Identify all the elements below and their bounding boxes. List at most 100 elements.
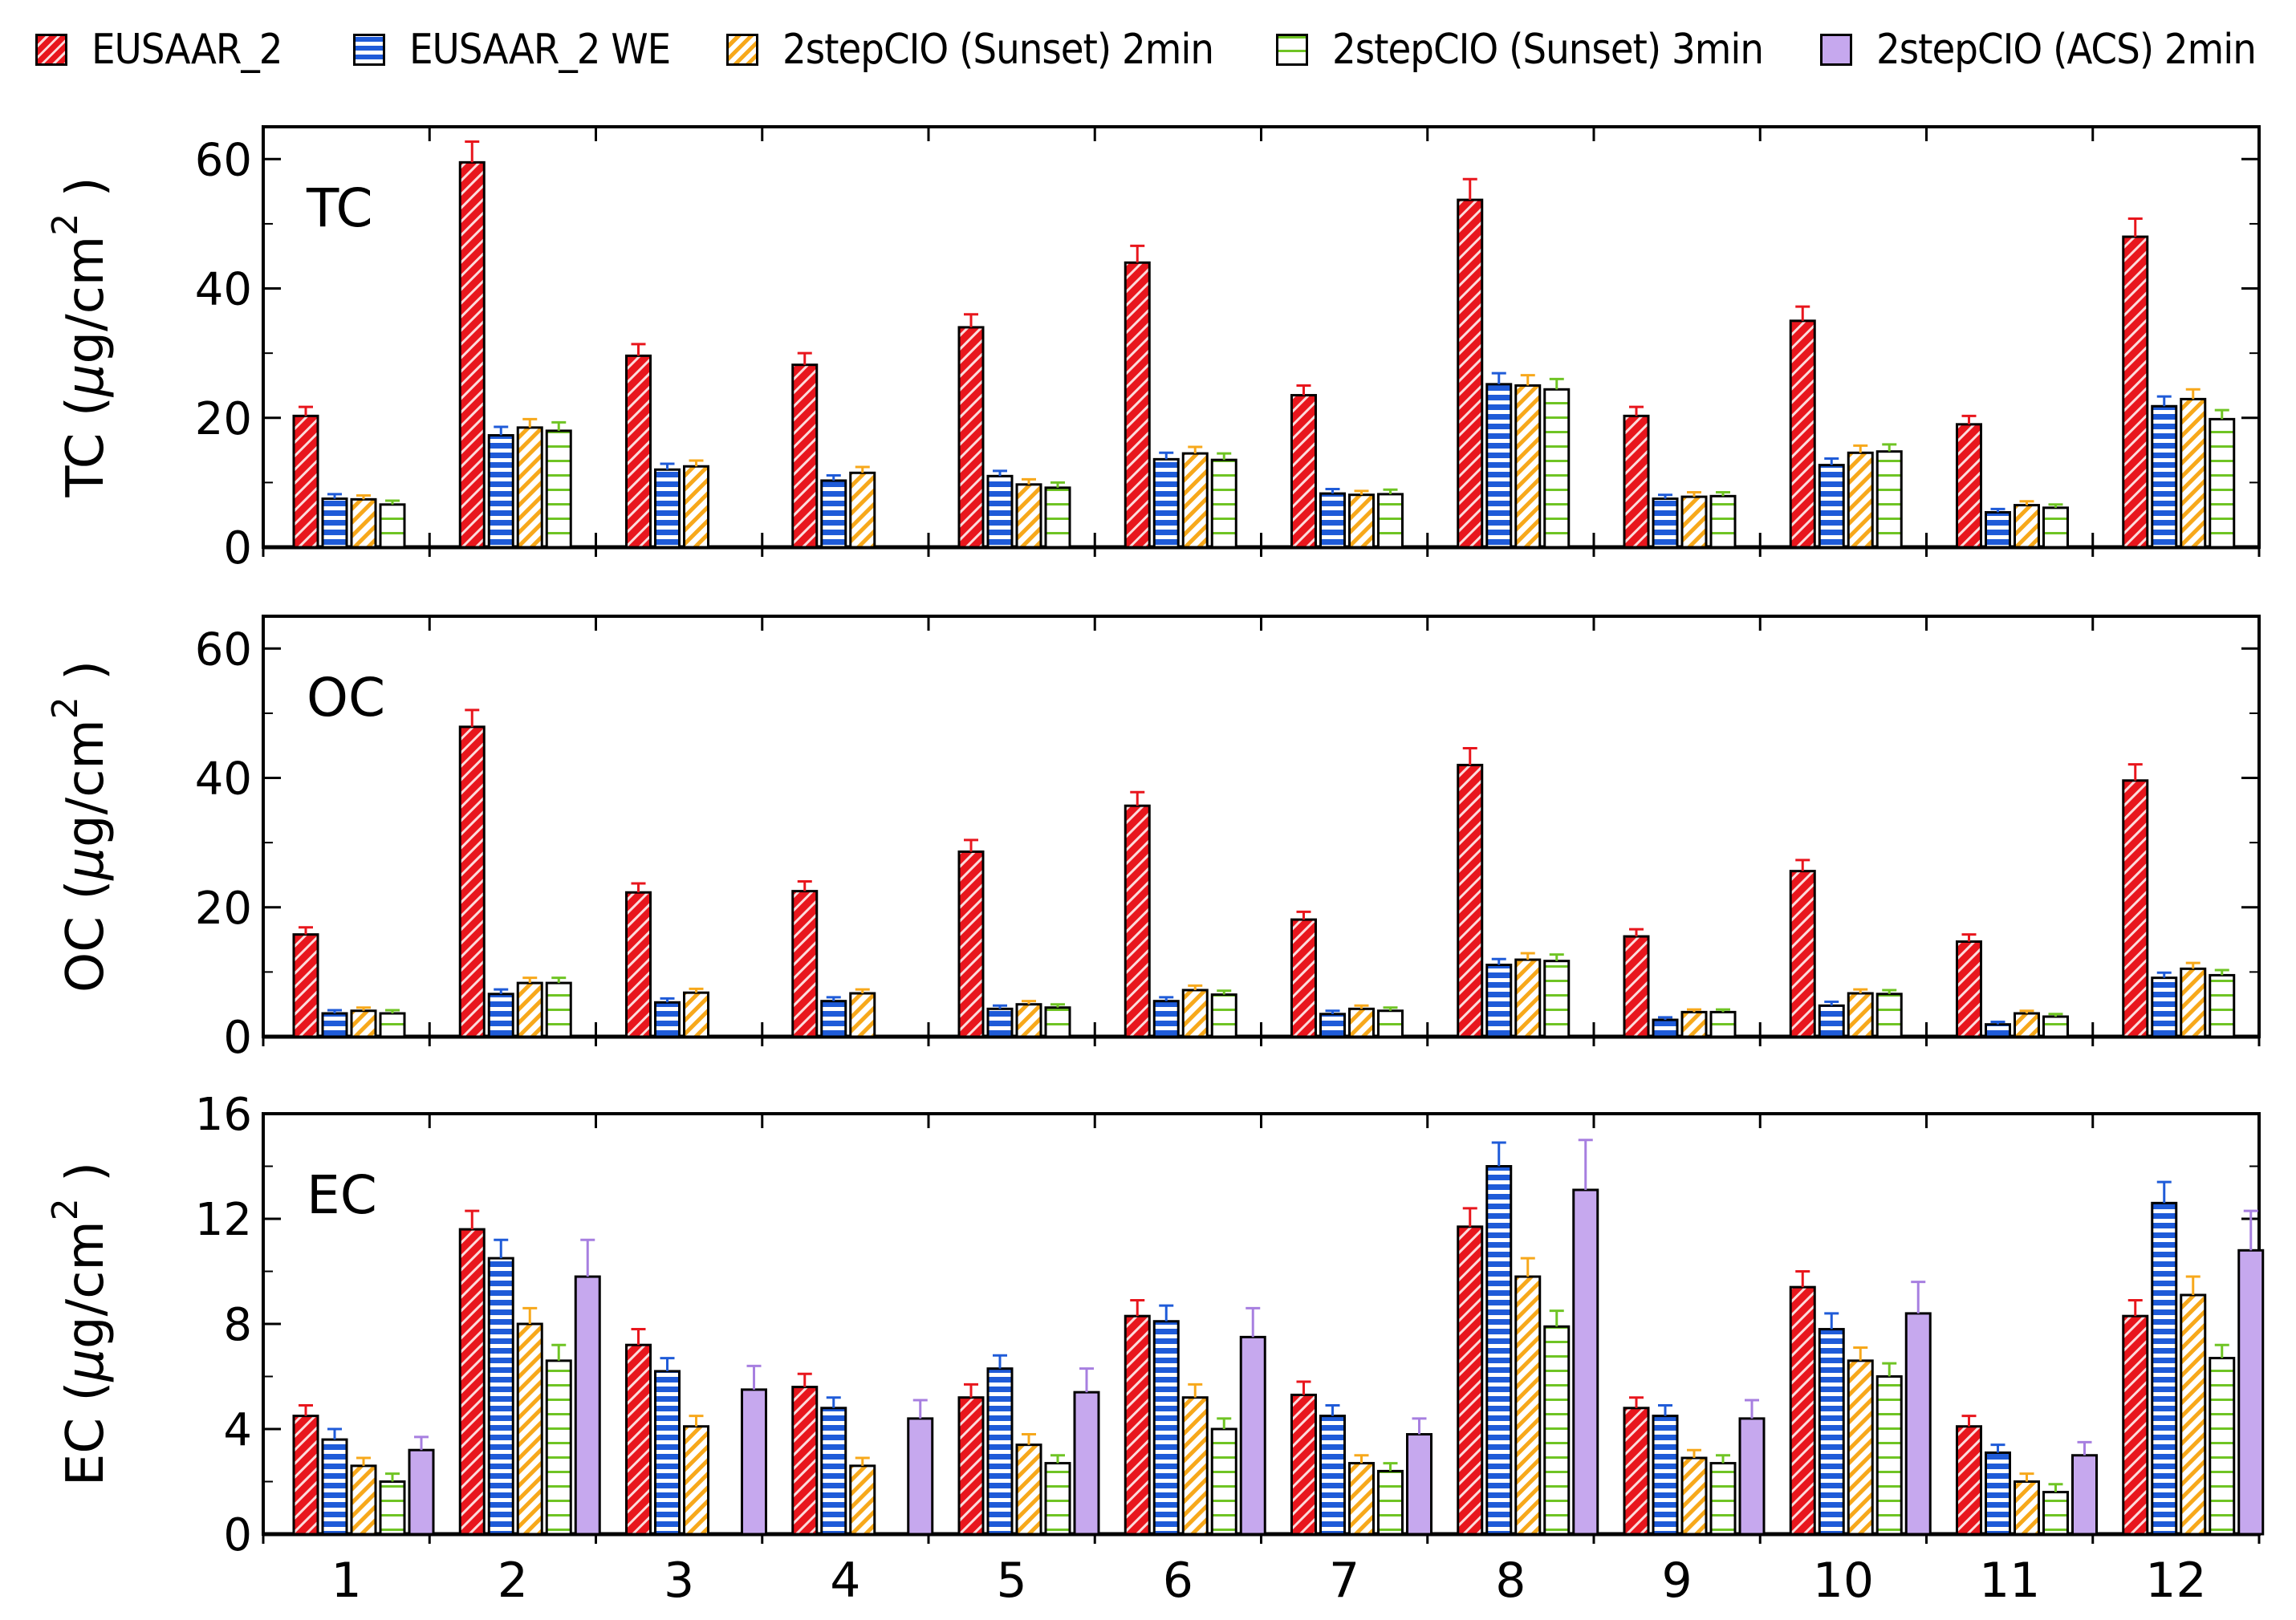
bar-eusaar2-we-11 (1985, 1451, 2011, 1536)
bar-eusaar2-we-4 (820, 479, 847, 549)
y-axis-label-unit: g/cm (56, 1220, 116, 1349)
bar-sunset-3min-5 (1044, 1462, 1071, 1536)
bar-eusaar2-12 (2122, 1314, 2149, 1536)
bar-sunset-3min-7 (1377, 493, 1404, 549)
bar-eusaar2-we-2 (487, 993, 514, 1038)
x-tick-label: 2 (498, 1553, 528, 1609)
bar-eusaar2-3 (625, 354, 652, 549)
bar-sunset-2min-2 (516, 1322, 543, 1536)
legend-item-acs-2min: 2stepCIO (ACS) 2min (1820, 18, 2257, 82)
legend-label-sunset-3min: 2stepCIO (Sunset) 3min (1332, 26, 1764, 74)
legend-label-eusaar2: EUSAAR_2 (91, 26, 283, 74)
y-tick-label: 40 (195, 753, 252, 806)
bar-sunset-3min-6 (1210, 993, 1237, 1038)
bar-sunset-2min-4 (849, 471, 876, 549)
bar-sunset-2min-7 (1348, 1007, 1375, 1038)
panel-tc: 0 20 40 60 TC TC (μg/cm2 ) (45, 125, 2261, 575)
bar-eusaar2-8 (1457, 763, 1484, 1038)
bar-sunset-3min-5 (1044, 1006, 1071, 1038)
bar-sunset-3min-9 (1709, 1010, 1737, 1038)
x-tick-label: 10 (1813, 1553, 1874, 1609)
y-tick-label: 4 (223, 1404, 252, 1456)
bar-eusaar2-6 (1124, 261, 1151, 549)
bar-eusaar2-9 (1623, 1407, 1650, 1536)
bar-eusaar2-we-9 (1652, 1415, 1679, 1536)
bar-sunset-2min-7 (1348, 1462, 1375, 1536)
y-tick-label: 40 (195, 264, 252, 316)
y-axis-label-sup: 2 (45, 696, 86, 719)
bar-eusaar2-we-8 (1485, 383, 1513, 549)
y-axis-label-unit: g/cm (56, 719, 116, 847)
bar-sunset-3min-1 (379, 1012, 406, 1038)
legend-label-eusaar2-we: EUSAAR_2 WE (409, 26, 671, 74)
y-tick-label: 12 (195, 1194, 252, 1246)
bar-eusaar2-8 (1457, 1225, 1484, 1536)
y-axis-label: EC (μg/cm2 ) (45, 1162, 116, 1486)
y-tick-label: 0 (223, 522, 252, 575)
bar-sunset-3min-1 (379, 1480, 406, 1536)
bar-sunset-2min-11 (2014, 1480, 2040, 1536)
bar-eusaar2-we-7 (1319, 1415, 1346, 1536)
y-tick-label: 0 (223, 1509, 252, 1561)
bar-sunset-2min-5 (1015, 1003, 1042, 1038)
bar-sunset-3min-10 (1875, 993, 1903, 1038)
bar-eusaar2-3 (625, 891, 652, 1038)
bar-eusaar2-we-11 (1985, 510, 2011, 549)
bar-sunset-3min-11 (2042, 506, 2069, 549)
legend-item-eusaar2: EUSAAR_2 (35, 18, 283, 82)
bar-eusaar2-2 (458, 1228, 486, 1536)
bar-sunset-2min-10 (1847, 451, 1874, 549)
bar-sunset-2min-12 (2180, 967, 2207, 1038)
legend-swatch-sunset-3min (1276, 34, 1308, 66)
bar-sunset-2min-3 (683, 465, 709, 549)
bar-eusaar2-12 (2122, 235, 2149, 549)
bar-sunset-3min-7 (1377, 1009, 1404, 1038)
bar-sunset-2min-9 (1680, 1010, 1708, 1038)
bar-acs-2min-6 (1239, 1335, 1266, 1536)
bar-sunset-3min-9 (1709, 1462, 1737, 1536)
bar-acs-2min-9 (1738, 1417, 1766, 1536)
bar-sunset-3min-2 (545, 981, 572, 1038)
bar-sunset-2min-1 (350, 1464, 377, 1536)
bar-sunset-3min-12 (2209, 973, 2236, 1038)
bar-eusaar2-we-11 (1985, 1023, 2011, 1038)
legend-item-sunset-2min: 2stepCIO (Sunset) 2min (726, 18, 1214, 82)
legend-swatch-acs-2min (1820, 34, 1852, 66)
bar-eusaar2-we-7 (1319, 1013, 1346, 1038)
y-tick-label: 8 (223, 1299, 252, 1351)
bar-sunset-3min-2 (545, 429, 572, 549)
bar-sunset-3min-10 (1875, 450, 1903, 549)
legend-swatch-eusaar2 (35, 34, 67, 66)
bar-acs-2min-11 (2071, 1454, 2098, 1536)
bar-sunset-3min-11 (2042, 1491, 2069, 1536)
bar-sunset-2min-2 (516, 426, 543, 549)
bar-sunset-2min-9 (1680, 495, 1708, 549)
bar-eusaar2-1 (292, 1415, 319, 1536)
bar-eusaar2-5 (957, 1396, 985, 1536)
y-tick-label: 60 (195, 134, 252, 186)
legend-label-acs-2min: 2stepCIO (ACS) 2min (1876, 26, 2257, 74)
bar-eusaar2-we-4 (820, 1407, 847, 1536)
bar-acs-2min-1 (408, 1448, 435, 1536)
bar-eusaar2-10 (1789, 319, 1816, 549)
x-tick-label: 3 (664, 1553, 694, 1609)
bar-eusaar2-11 (1956, 423, 1982, 549)
bar-eusaar2-we-5 (986, 1367, 1014, 1536)
panel-label: TC (306, 177, 373, 239)
bar-eusaar2-2 (458, 160, 486, 549)
bar-sunset-2min-10 (1847, 992, 1874, 1038)
bar-acs-2min-12 (2237, 1248, 2265, 1536)
bar-eusaar2-10 (1789, 870, 1816, 1038)
y-axis-label-sup: 2 (45, 1198, 86, 1220)
y-axis-label-mu: μ (56, 363, 116, 397)
bar-acs-2min-4 (907, 1417, 934, 1536)
y-tick-label: 20 (195, 883, 252, 935)
y-axis-label-suffix: ) (56, 177, 116, 213)
bar-sunset-3min-7 (1377, 1469, 1404, 1536)
bar-eusaar2-we-6 (1152, 1000, 1180, 1038)
y-axis-label-suffix: ) (56, 1162, 116, 1198)
bar-eusaar2-we-1 (321, 497, 348, 549)
bar-sunset-2min-11 (2014, 504, 2040, 549)
panel-label: OC (307, 667, 385, 729)
